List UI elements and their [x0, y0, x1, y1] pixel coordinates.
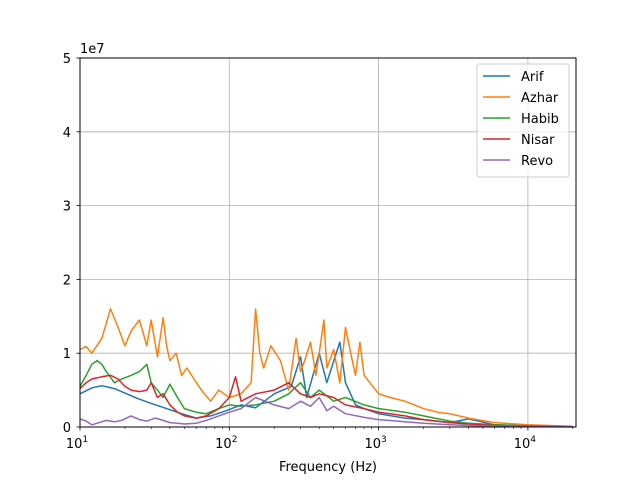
legend-box [476, 63, 570, 178]
series-line-revo [79, 396, 573, 428]
x-tick-label: 104 [514, 435, 537, 452]
y-tick-label: 2 [63, 273, 71, 288]
x-tick-label: 102 [215, 435, 237, 452]
series-lines [79, 308, 573, 428]
legend-label: Habib [521, 112, 559, 127]
x-axis-label: Frequency (Hz) [279, 460, 377, 475]
x-tick-label: 103 [364, 435, 386, 452]
series-line-azhar [79, 308, 573, 428]
legend-label: Azhar [521, 91, 559, 106]
y-offset-label: 1e7 [80, 42, 105, 57]
y-tick-label: 3 [63, 200, 71, 215]
legend-label: Arif [521, 70, 544, 85]
legend: Arif Azhar Habib Nisar Revo [476, 63, 570, 178]
x-axis: 101 102 103 104 [66, 427, 574, 452]
legend-label: Revo [521, 154, 553, 169]
x-tick-label: 101 [66, 435, 88, 452]
y-tick-label: 5 [63, 52, 71, 67]
plot-frame [79, 57, 577, 428]
y-axis: 0 1 2 3 4 5 [63, 52, 80, 436]
series-line-nisar [79, 374, 573, 428]
y-tick-label: 0 [63, 421, 71, 436]
y-tick-label: 1 [63, 347, 71, 362]
y-tick-label: 4 [63, 126, 71, 141]
legend-label: Nisar [521, 133, 555, 148]
